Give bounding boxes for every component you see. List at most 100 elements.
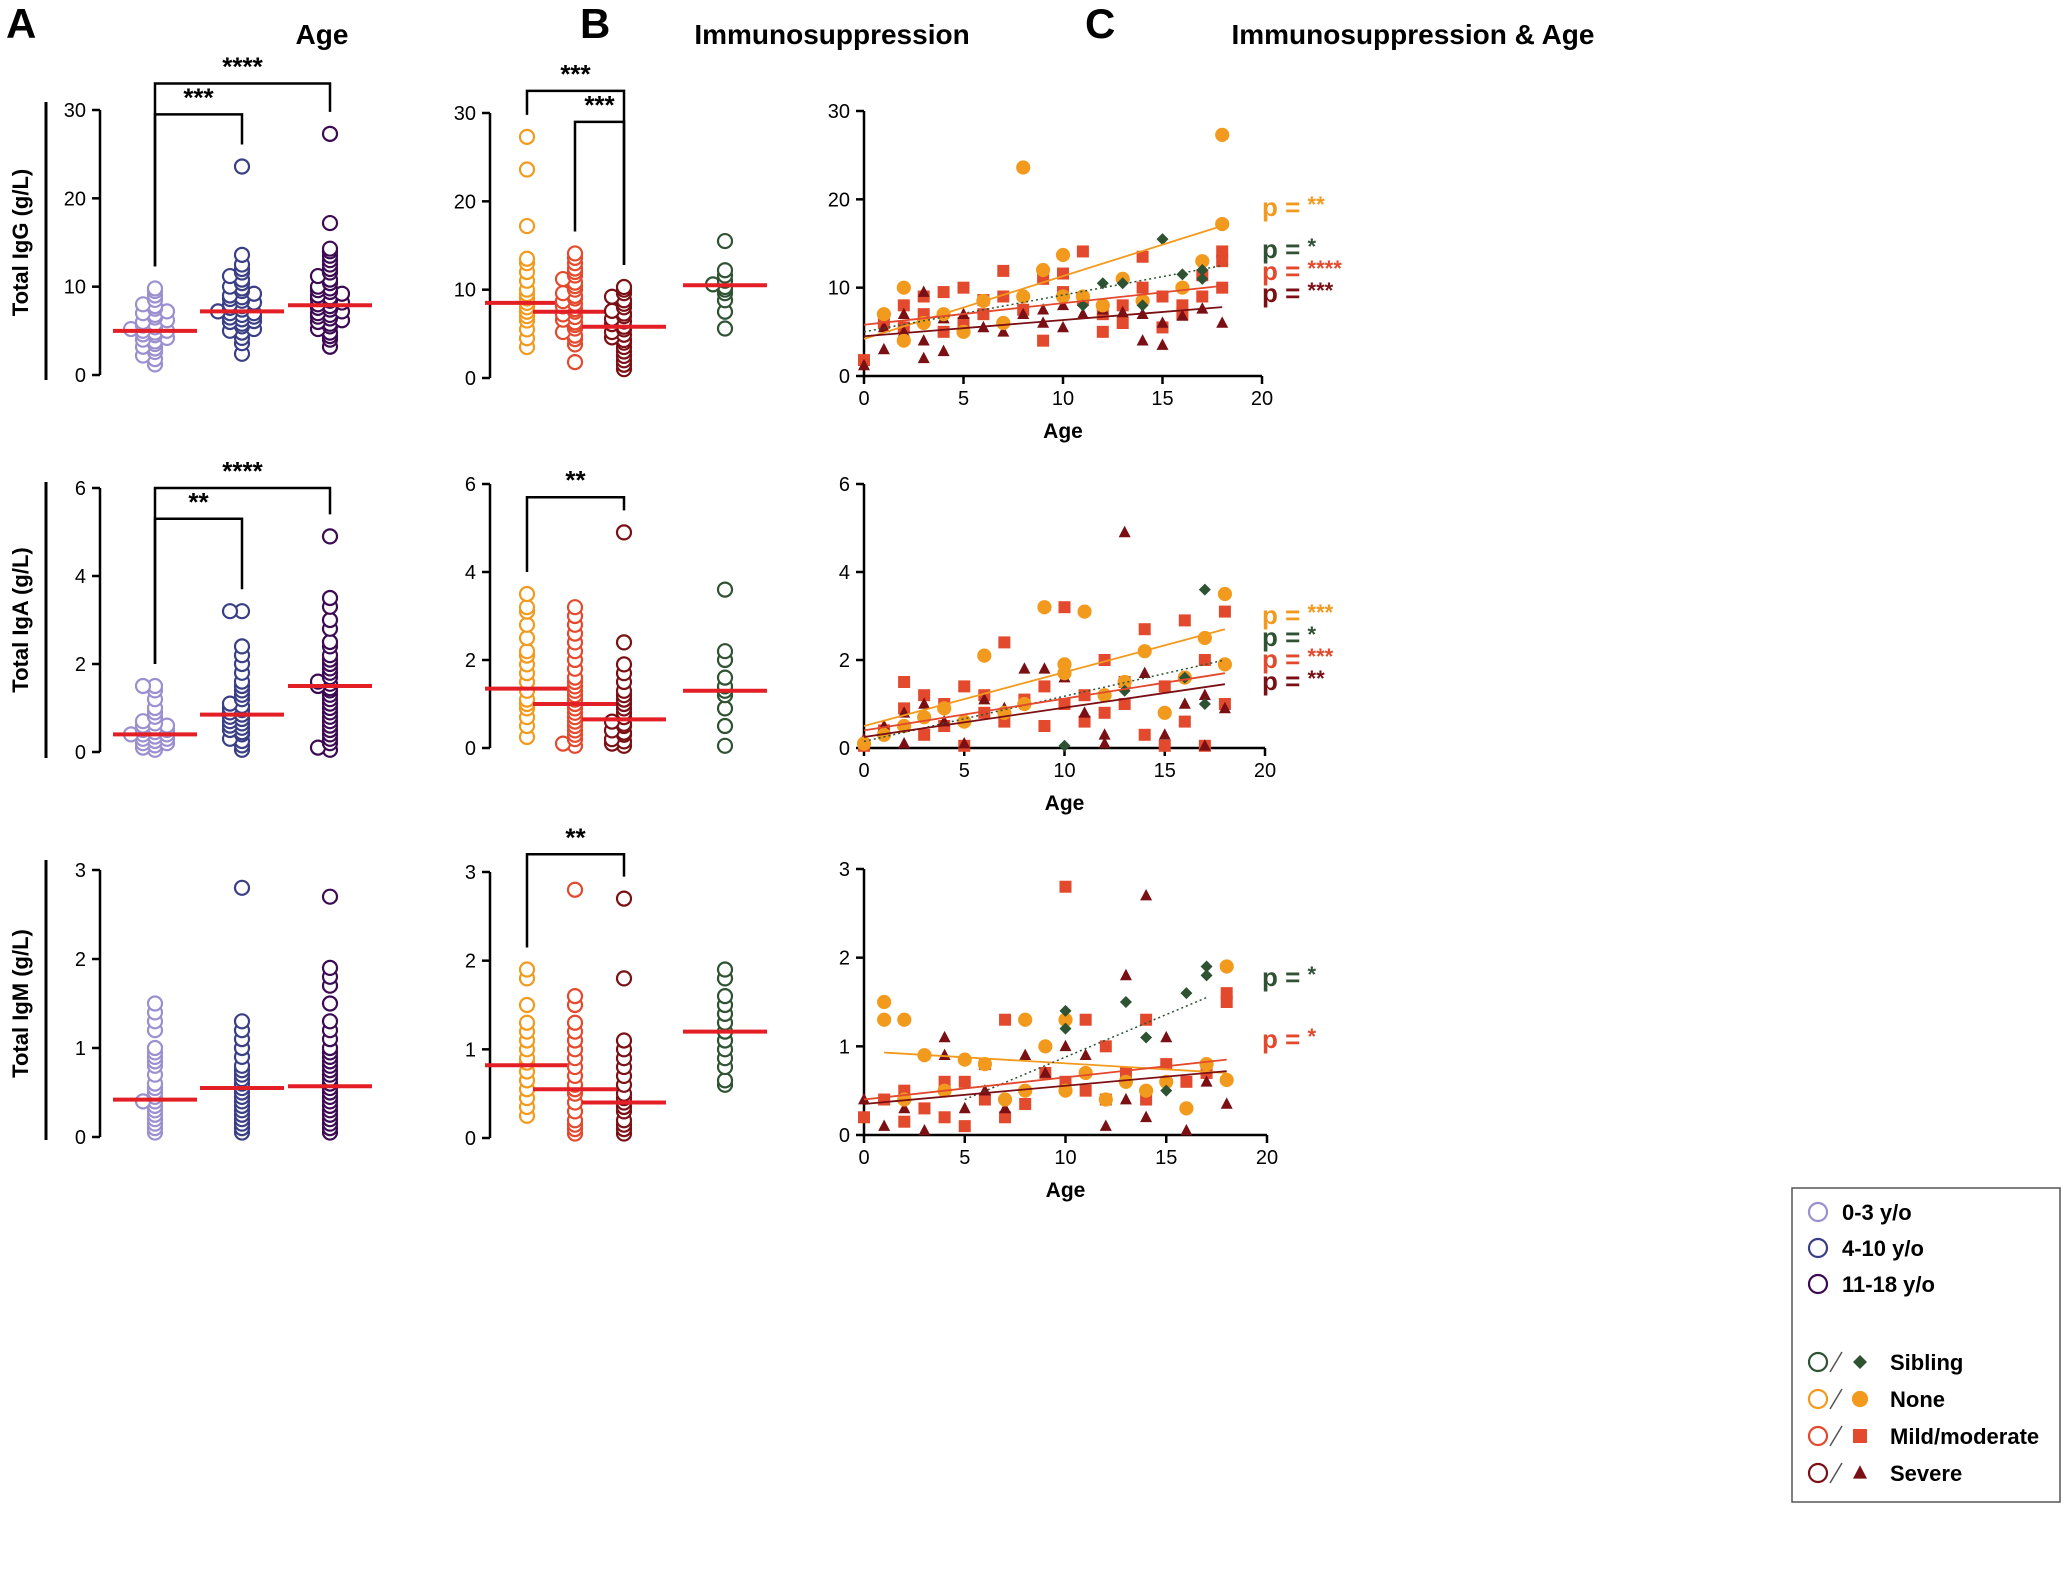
data-point-mild (1038, 680, 1051, 693)
chart-igm_age: 0 1 2 3 Total IgM (g/L) (8, 860, 372, 1149)
y-tick-label: 10 (828, 278, 850, 300)
data-point-severe (997, 325, 1010, 337)
data-point-none (1179, 1101, 1194, 1116)
data-point-none (1055, 247, 1071, 263)
data-point-none (897, 1012, 912, 1027)
x-tick-label: 20 (1254, 760, 1276, 782)
data-point-severe (858, 358, 870, 371)
data-point-none (1199, 1056, 1214, 1072)
data-point-sibling (1140, 1031, 1153, 1044)
data-point-none (1215, 127, 1230, 142)
data-point (716, 262, 734, 279)
data-point-severe (938, 1048, 951, 1060)
data-point (518, 643, 536, 660)
data-point-severe (918, 1123, 931, 1136)
p-value-stars: * (1308, 234, 1317, 259)
p-value-prefix: p = (1262, 622, 1308, 652)
data-point-mild (918, 1102, 931, 1115)
y-tick-label: 6 (465, 474, 476, 496)
data-point-mild (1076, 245, 1089, 258)
data-point-mild (898, 676, 911, 688)
data-point-severe (1098, 737, 1111, 749)
data-point-sibling (1198, 583, 1211, 596)
data-point-sibling (1058, 739, 1071, 752)
data-point-none (856, 736, 872, 751)
data-point-severe (938, 1030, 951, 1043)
data-point (518, 1014, 536, 1031)
data-point-none (1118, 1074, 1134, 1089)
data-point-mild (1019, 1097, 1032, 1110)
fit-line-severe (863, 306, 1223, 338)
data-point-mild (1216, 281, 1229, 294)
data-point-severe (1038, 662, 1051, 674)
fit-line-none (863, 628, 1226, 727)
legend-marker-open (1807, 1425, 1829, 1447)
p-value-none: p = ** (1262, 192, 1325, 222)
data-point (321, 633, 339, 651)
data-point-mild (1096, 325, 1109, 338)
data-point-severe (1176, 309, 1189, 321)
y-tick-label: 4 (839, 562, 850, 584)
significance-bracket (525, 853, 626, 948)
p-value-severe: p = *** (1262, 278, 1334, 308)
legend-marker-open (1807, 1388, 1829, 1410)
data-point-severe (898, 1101, 911, 1114)
data-point-severe (958, 1101, 971, 1114)
data-point (146, 995, 164, 1012)
data-point-none (1035, 262, 1051, 278)
data-point-severe (1156, 316, 1169, 328)
data-point (615, 634, 633, 651)
data-point-none (1175, 280, 1190, 295)
y-tick-label: 2 (839, 948, 850, 970)
p-value-mild: p = * (1262, 1024, 1317, 1054)
data-point (321, 1013, 339, 1030)
fit-line-sibling (964, 996, 1207, 1101)
data-point-none (876, 307, 892, 322)
x-tick-label: 0 (858, 1147, 869, 1169)
data-point-mild (978, 706, 991, 719)
data-point (321, 888, 339, 905)
data-point (518, 961, 536, 978)
data-point-severe (877, 342, 890, 355)
data-point-severe (877, 320, 890, 333)
data-point-sibling (1198, 698, 1211, 710)
data-point (615, 1032, 633, 1049)
legend-marker-age (1807, 1273, 1829, 1295)
p-value-severe: p = ** (1262, 666, 1325, 696)
y-tick-label: 0 (465, 368, 476, 390)
x-axis-label: Age (1046, 1179, 1086, 1202)
legend-slash (1829, 1462, 1843, 1484)
data-point-mild (1079, 1013, 1092, 1026)
data-point (566, 881, 584, 898)
data-point-none (877, 1012, 892, 1027)
data-point-none (1016, 289, 1031, 304)
data-point-none (877, 994, 892, 1010)
y-tick-label: 4 (465, 562, 476, 584)
data-point-mild (997, 264, 1010, 277)
data-point-severe (917, 351, 930, 364)
p-value-stars: *** (1308, 278, 1334, 303)
data-point-mild (1180, 1075, 1193, 1088)
y-tick-label: 2 (465, 650, 476, 672)
data-point (566, 1014, 584, 1031)
data-point-none (1219, 959, 1234, 974)
data-point (134, 677, 152, 695)
significance-bracket (153, 82, 332, 267)
y-tick-label: 1 (839, 1036, 850, 1058)
data-point-sibling (1200, 960, 1213, 973)
data-point-sibling (1096, 277, 1109, 290)
data-point-mild (1178, 715, 1191, 728)
data-point-mild (1196, 290, 1209, 303)
p-value-stars: ** (1308, 666, 1326, 691)
data-point-sibling (1059, 1004, 1072, 1017)
significance-stars: **** (222, 52, 263, 82)
data-point-severe (1220, 1097, 1233, 1109)
panel-a-title: Age (296, 19, 349, 50)
p-value-sibling: p = * (1262, 234, 1317, 264)
data-point-sibling (1180, 987, 1193, 1000)
data-point (518, 599, 536, 616)
data-point (566, 599, 584, 616)
data-point-mild (1118, 698, 1131, 710)
